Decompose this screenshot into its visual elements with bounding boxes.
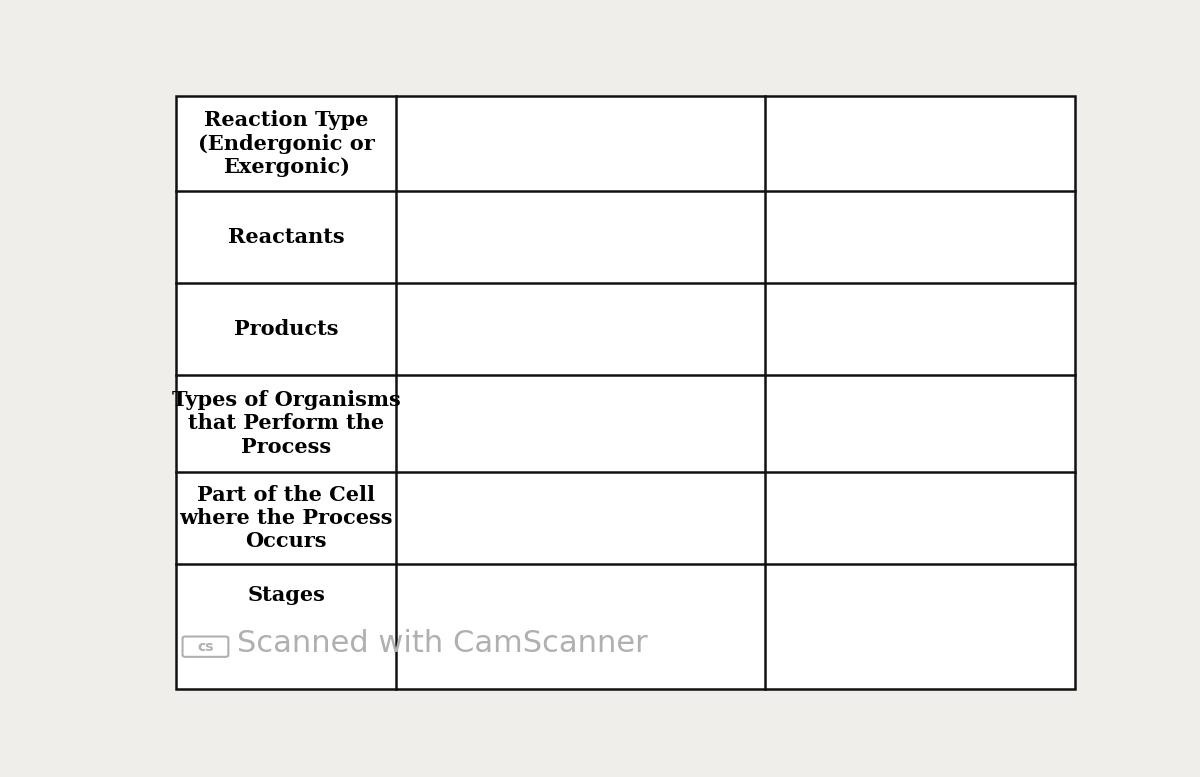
Text: Products: Products [234, 319, 338, 339]
Text: Stages: Stages [247, 585, 325, 605]
Text: Reactants: Reactants [228, 227, 344, 247]
Text: Scanned with CamScanner: Scanned with CamScanner [236, 629, 648, 658]
Text: Part of the Cell
where the Process
Occurs: Part of the Cell where the Process Occur… [180, 485, 392, 552]
Text: Reaction Type
(Endergonic or
Exergonic): Reaction Type (Endergonic or Exergonic) [198, 110, 374, 177]
FancyBboxPatch shape [182, 636, 228, 657]
Text: Types of Organisms
that Perform the
Process: Types of Organisms that Perform the Proc… [172, 390, 401, 457]
Text: cs: cs [197, 639, 214, 653]
